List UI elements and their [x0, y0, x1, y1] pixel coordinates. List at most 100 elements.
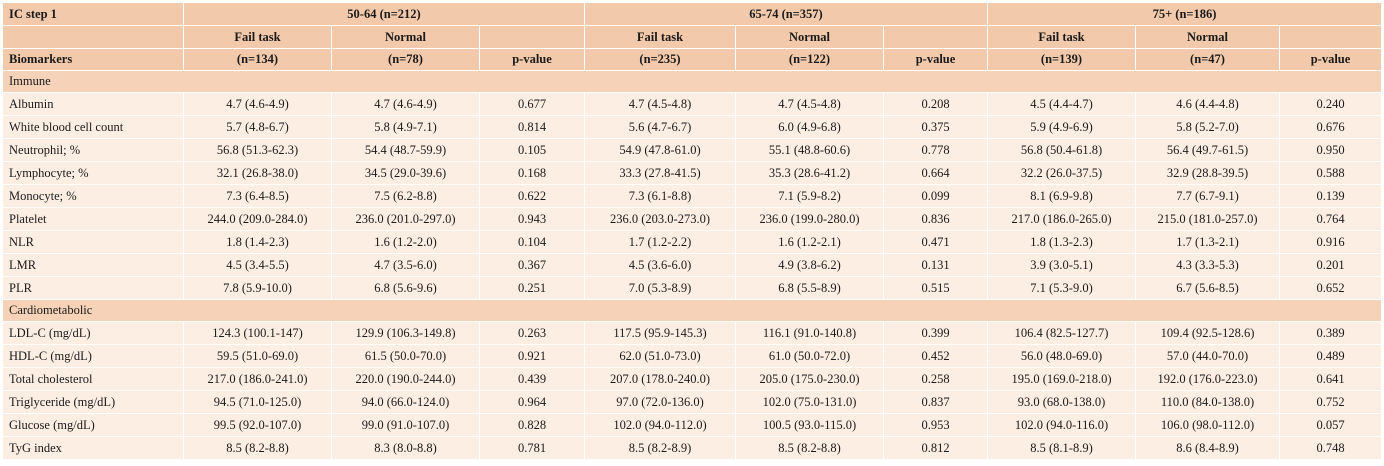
fail-task-cell: 99.5 (92.0-107.0): [183, 413, 332, 437]
header-row-status: Fail task Normal Fail task Normal Fail task N…: [2, 25, 1383, 49]
fail-task-cell: 7.3 (6.1-8.8): [584, 184, 736, 208]
fail-task-cell: 7.8 (5.9-10.0): [183, 276, 332, 300]
fail-task-cell: 5.9 (4.9-6.9): [987, 115, 1136, 139]
normal-cell: 4.7 (4.6-4.9): [331, 92, 480, 116]
p-value-cell: 0.953: [883, 413, 988, 437]
p-value-cell: 0.676: [1278, 115, 1383, 139]
group-title: 65-74 (n=357): [584, 2, 988, 26]
normal-cell: 34.5 (29.0-39.6): [331, 161, 480, 185]
corner-label: IC step 1: [2, 2, 184, 26]
biomarkers-header: Biomarkers: [2, 48, 184, 71]
normal-header: Normal: [1135, 25, 1280, 49]
p-value-cell: 0.240: [1278, 92, 1383, 116]
normal-cell: 6.0 (4.9-6.8): [735, 115, 884, 139]
header-empty-cell: [479, 25, 585, 49]
normal-cell: 1.6 (1.2-2.0): [331, 230, 480, 254]
fail-task-cell: 56.8 (50.4-61.8): [987, 138, 1136, 162]
p-value-cell: 0.399: [883, 321, 988, 345]
normal-cell: 192.0 (176.0-223.0): [1135, 367, 1280, 391]
p-value-cell: 0.588: [1278, 161, 1383, 185]
p-value-cell: 0.251: [479, 276, 585, 300]
normal-cell: 4.6 (4.4-4.8): [1135, 92, 1280, 116]
fail-task-cell: 102.0 (94.0-116.0): [987, 413, 1136, 437]
p-value-cell: 0.489: [1278, 344, 1383, 368]
biomarker-name: Neutrophil; %: [2, 138, 184, 162]
normal-cell: 106.0 (98.0-112.0): [1135, 413, 1280, 437]
normal-cell: 7.7 (6.7-9.1): [1135, 184, 1280, 208]
biomarker-name: Monocyte; %: [2, 184, 184, 208]
fail-count-header: (n=235): [584, 48, 736, 71]
normal-cell: 8.6 (8.4-8.9): [1135, 436, 1280, 460]
fail-task-cell: 56.0 (48.0-69.0): [987, 344, 1136, 368]
table-row: Neutrophil; % 56.8 (51.3-62.3) 54.4 (48.7-…: [2, 138, 1383, 162]
fail-task-cell: 1.8 (1.3-2.3): [987, 230, 1136, 254]
header-empty-cell: [1278, 25, 1383, 49]
fail-task-cell: 54.9 (47.8-61.0): [584, 138, 736, 162]
table-row: LDL-C (mg/dL) 124.3 (100.1-147) 129.9 (106…: [2, 321, 1383, 345]
fail-task-cell: 244.0 (209.0-284.0): [183, 207, 332, 231]
fail-task-header: Fail task: [584, 25, 736, 49]
fail-task-cell: 4.5 (3.6-6.0): [584, 253, 736, 277]
biomarker-name: LDL-C (mg/dL): [2, 321, 184, 345]
p-value-cell: 0.943: [479, 207, 585, 231]
normal-cell: 215.0 (181.0-257.0): [1135, 207, 1280, 231]
fail-task-cell: 8.1 (6.9-9.8): [987, 184, 1136, 208]
p-value-cell: 0.748: [1278, 436, 1383, 460]
p-value-cell: 0.375: [883, 115, 988, 139]
normal-cell: 56.4 (49.7-61.5): [1135, 138, 1280, 162]
normal-cell: 236.0 (199.0-280.0): [735, 207, 884, 231]
fail-count-header: (n=139): [987, 48, 1136, 71]
normal-cell: 205.0 (175.0-230.0): [735, 367, 884, 391]
fail-task-cell: 124.3 (100.1-147): [183, 321, 332, 345]
normal-cell: 109.4 (92.5-128.6): [1135, 321, 1280, 345]
p-value-cell: 0.677: [479, 92, 585, 116]
fail-task-cell: 32.2 (26.0-37.5): [987, 161, 1136, 185]
biomarker-name: LMR: [2, 253, 184, 277]
normal-cell: 5.8 (4.9-7.1): [331, 115, 480, 139]
p-value-cell: 0.964: [479, 390, 585, 414]
fail-task-header: Fail task: [183, 25, 332, 49]
p-value-cell: 0.814: [479, 115, 585, 139]
p-value-cell: 0.263: [479, 321, 585, 345]
p-value-cell: 0.652: [1278, 276, 1383, 300]
normal-cell: 99.0 (91.0-107.0): [331, 413, 480, 437]
section-title: Immune: [1, 70, 1383, 93]
p-value-cell: 0.622: [479, 184, 585, 208]
table-row: HDL-C (mg/dL) 59.5 (51.0-69.0) 61.5 (50.0-…: [2, 344, 1383, 368]
normal-cell: 54.4 (48.7-59.9): [331, 138, 480, 162]
p-value-header: p-value: [1278, 48, 1383, 71]
normal-cell: 129.9 (106.3-149.8): [331, 321, 480, 345]
normal-cell: 8.3 (8.0-8.8): [331, 436, 480, 460]
p-value-cell: 0.752: [1278, 390, 1383, 414]
fail-task-cell: 7.0 (5.3-8.9): [584, 276, 736, 300]
biomarker-name: Triglyceride (mg/dL): [2, 390, 184, 414]
p-value-cell: 0.812: [883, 436, 988, 460]
p-value-header: p-value: [479, 48, 585, 71]
normal-cell: 116.1 (91.0-140.8): [735, 321, 884, 345]
fail-task-cell: 117.5 (95.9-145.3): [584, 321, 736, 345]
normal-cell: 61.5 (50.0-70.0): [331, 344, 480, 368]
table-row: Triglyceride (mg/dL) 94.5 (71.0-125.0) 94.…: [2, 390, 1383, 414]
normal-cell: 1.7 (1.3-2.1): [1135, 230, 1280, 254]
table-row: Platelet 244.0 (209.0-284.0) 236.0 (201.0-…: [2, 207, 1383, 231]
fail-task-cell: 217.0 (186.0-265.0): [987, 207, 1136, 231]
normal-count-header: (n=122): [735, 48, 884, 71]
fail-task-cell: 56.8 (51.3-62.3): [183, 138, 332, 162]
fail-task-cell: 4.7 (4.6-4.9): [183, 92, 332, 116]
p-value-cell: 0.452: [883, 344, 988, 368]
p-value-header: p-value: [883, 48, 988, 71]
biomarker-name: TyG index: [2, 436, 184, 460]
fail-task-cell: 3.9 (3.0-5.1): [987, 253, 1136, 277]
table-row: Total cholesterol 217.0 (186.0-241.0) 220.…: [2, 367, 1383, 391]
normal-cell: 6.7 (5.6-8.5): [1135, 276, 1280, 300]
p-value-cell: 0.664: [883, 161, 988, 185]
normal-header: Normal: [331, 25, 480, 49]
table-row: Lymphocyte; % 32.1 (26.8-38.0) 34.5 (29.0-…: [2, 161, 1383, 185]
p-value-cell: 0.105: [479, 138, 585, 162]
fail-task-cell: 195.0 (169.0-218.0): [987, 367, 1136, 391]
p-value-cell: 0.515: [883, 276, 988, 300]
normal-cell: 100.5 (93.0-115.0): [735, 413, 884, 437]
table-row: TyG index 8.5 (8.2-8.8) 8.3 (8.0-8.8) 0.781…: [2, 436, 1383, 460]
normal-cell: 4.3 (3.3-5.3): [1135, 253, 1280, 277]
